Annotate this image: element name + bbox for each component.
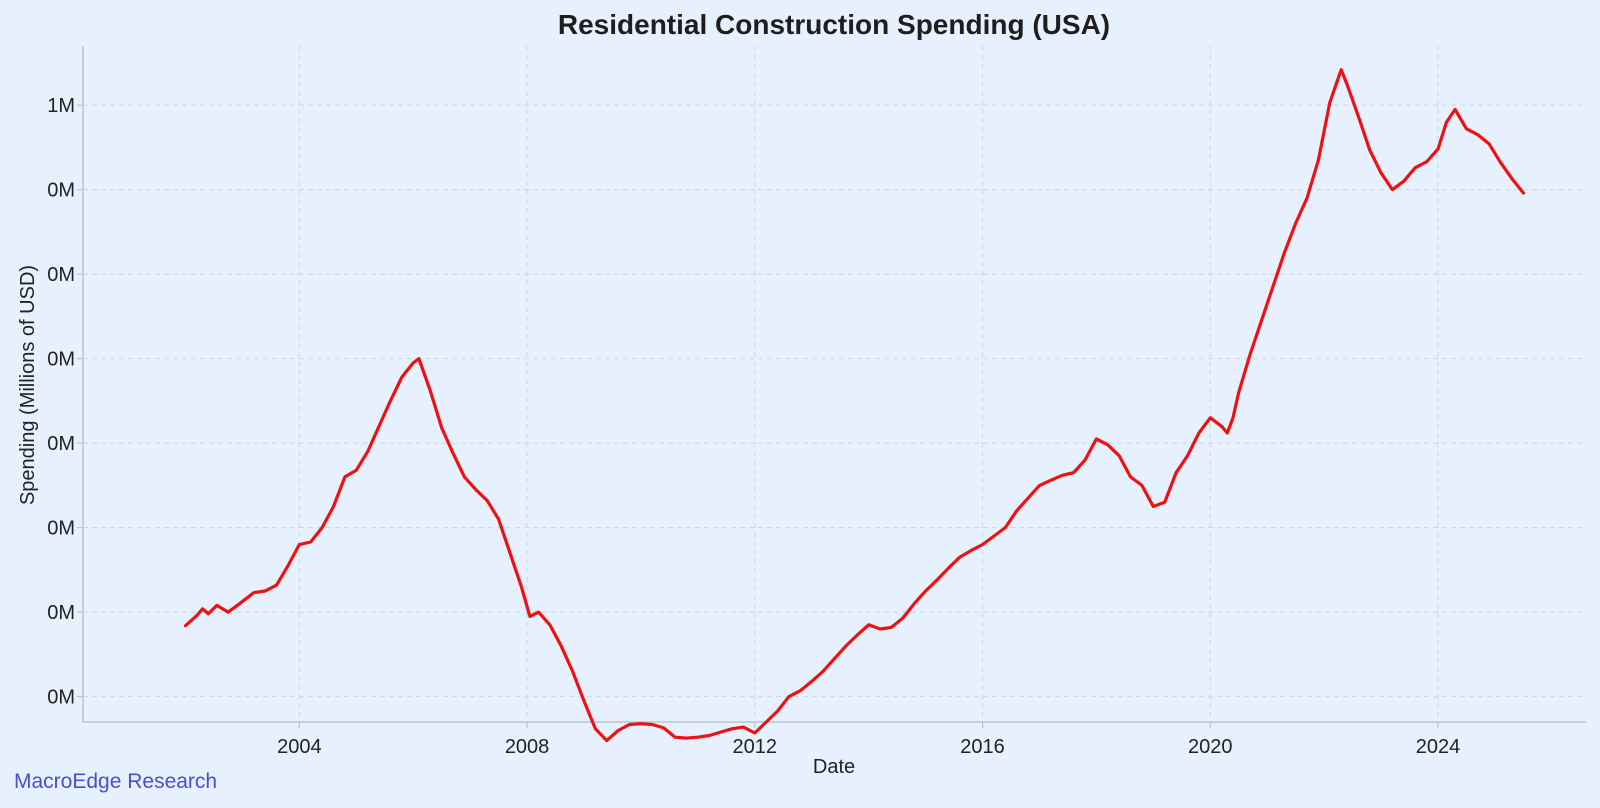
y-tick-label: 0M: [47, 602, 75, 624]
x-tick-label: 2012: [733, 736, 778, 758]
x-tick-label: 2008: [505, 736, 550, 758]
axes: [77, 46, 1586, 728]
y-tick-label: 0M: [47, 349, 75, 371]
x-tick-label: 2020: [1188, 736, 1233, 758]
tick-labels: 2004 2008 2012 2016 2020 2024 0M 0M 0M 0M 0M 0M 0M 1M: [47, 95, 1460, 758]
y-tick-label: 0M: [47, 518, 75, 540]
x-axis-label: Date: [813, 756, 855, 778]
chart-title: Residential Construction Spending (USA): [558, 9, 1110, 40]
y-tick-label: 0M: [47, 264, 75, 286]
watermark: MacroEdge Research: [14, 770, 218, 793]
x-tick-label: 2016: [960, 736, 1005, 758]
y-tick-label: 0M: [47, 687, 75, 709]
y-tick-label: 0M: [47, 433, 75, 455]
y-axis-label: Spending (Millions of USD): [17, 265, 39, 505]
series: [183, 68, 1525, 743]
grid: [83, 46, 1586, 722]
y-tick-label: 0M: [47, 180, 75, 202]
x-tick-label: 2004: [277, 736, 322, 758]
series-line: [183, 68, 1525, 743]
x-tick-label: 2024: [1416, 736, 1461, 758]
y-tick-label: 1M: [47, 95, 75, 117]
